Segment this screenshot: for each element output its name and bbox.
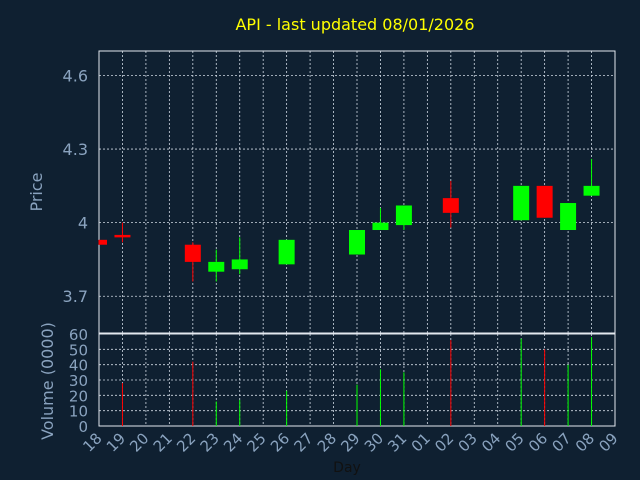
x-tick-label: 04 [478, 429, 504, 455]
x-tick-label: 21 [150, 429, 176, 455]
volume-tick-label: 40 [69, 357, 88, 375]
candle-body [395, 205, 412, 226]
x-tick-label: 28 [314, 429, 340, 455]
volume-tick-label: 20 [69, 387, 88, 405]
chart-title: API - last updated 08/01/2026 [235, 15, 474, 34]
candle-body [442, 198, 459, 213]
x-tick-label: 01 [408, 429, 434, 455]
candle-body [278, 239, 295, 265]
candles [98, 158, 600, 282]
x-tick-label: 22 [173, 429, 199, 455]
x-tick-label: 19 [103, 429, 129, 455]
x-tick-label: 30 [361, 429, 387, 455]
x-tick-label: 25 [244, 429, 270, 455]
candle-body [583, 185, 600, 196]
volume-tick-label: 0 [78, 418, 88, 436]
volume-axis-label: Volume (0000) [38, 322, 57, 440]
volume-bars [121, 337, 593, 426]
x-tick-label: 26 [267, 429, 293, 455]
volume-tick-label: 30 [69, 372, 88, 390]
x-tick-label: 24 [220, 429, 246, 455]
x-tick-label: 29 [337, 429, 363, 455]
x-tick-label: 05 [502, 429, 528, 455]
x-axis-label: Day [333, 460, 361, 476]
x-tick-label: 07 [548, 429, 574, 455]
volume-tick-label: 50 [69, 341, 88, 359]
price-axis-label: Price [27, 172, 46, 211]
x-tick-label: 31 [384, 429, 410, 455]
candle-body [184, 244, 201, 262]
candle-body [560, 203, 577, 231]
x-tick-label: 08 [572, 429, 598, 455]
x-ticks: 1819202122232425262728293031010203040506… [79, 429, 621, 455]
x-tick-label: 23 [197, 429, 223, 455]
x-tick-label: 06 [525, 429, 551, 455]
volume-tick-label: 60 [69, 326, 88, 344]
x-tick-label: 03 [455, 429, 481, 455]
price-tick-label: 4.3 [63, 140, 88, 159]
price-yticks: 3.7 4 4.3 4.6 [63, 67, 88, 307]
candle-body [536, 185, 553, 218]
candle-body [231, 259, 248, 270]
price-panel-frame [98, 50, 616, 334]
candle-body [114, 234, 131, 238]
candle-body [99, 239, 107, 245]
price-tick-label: 3.7 [63, 287, 88, 306]
candle-body [513, 185, 530, 221]
x-tick-label: 02 [431, 429, 457, 455]
x-tick-label: 27 [290, 429, 316, 455]
x-tick-label: 20 [126, 429, 152, 455]
price-tick-label: 4 [78, 214, 88, 233]
candle-body [208, 261, 225, 272]
candle-body [372, 222, 389, 231]
candle-body [349, 230, 365, 255]
price-tick-label: 4.6 [63, 67, 88, 86]
x-tick-label: 09 [595, 429, 621, 455]
volume-tick-label: 10 [69, 403, 88, 421]
